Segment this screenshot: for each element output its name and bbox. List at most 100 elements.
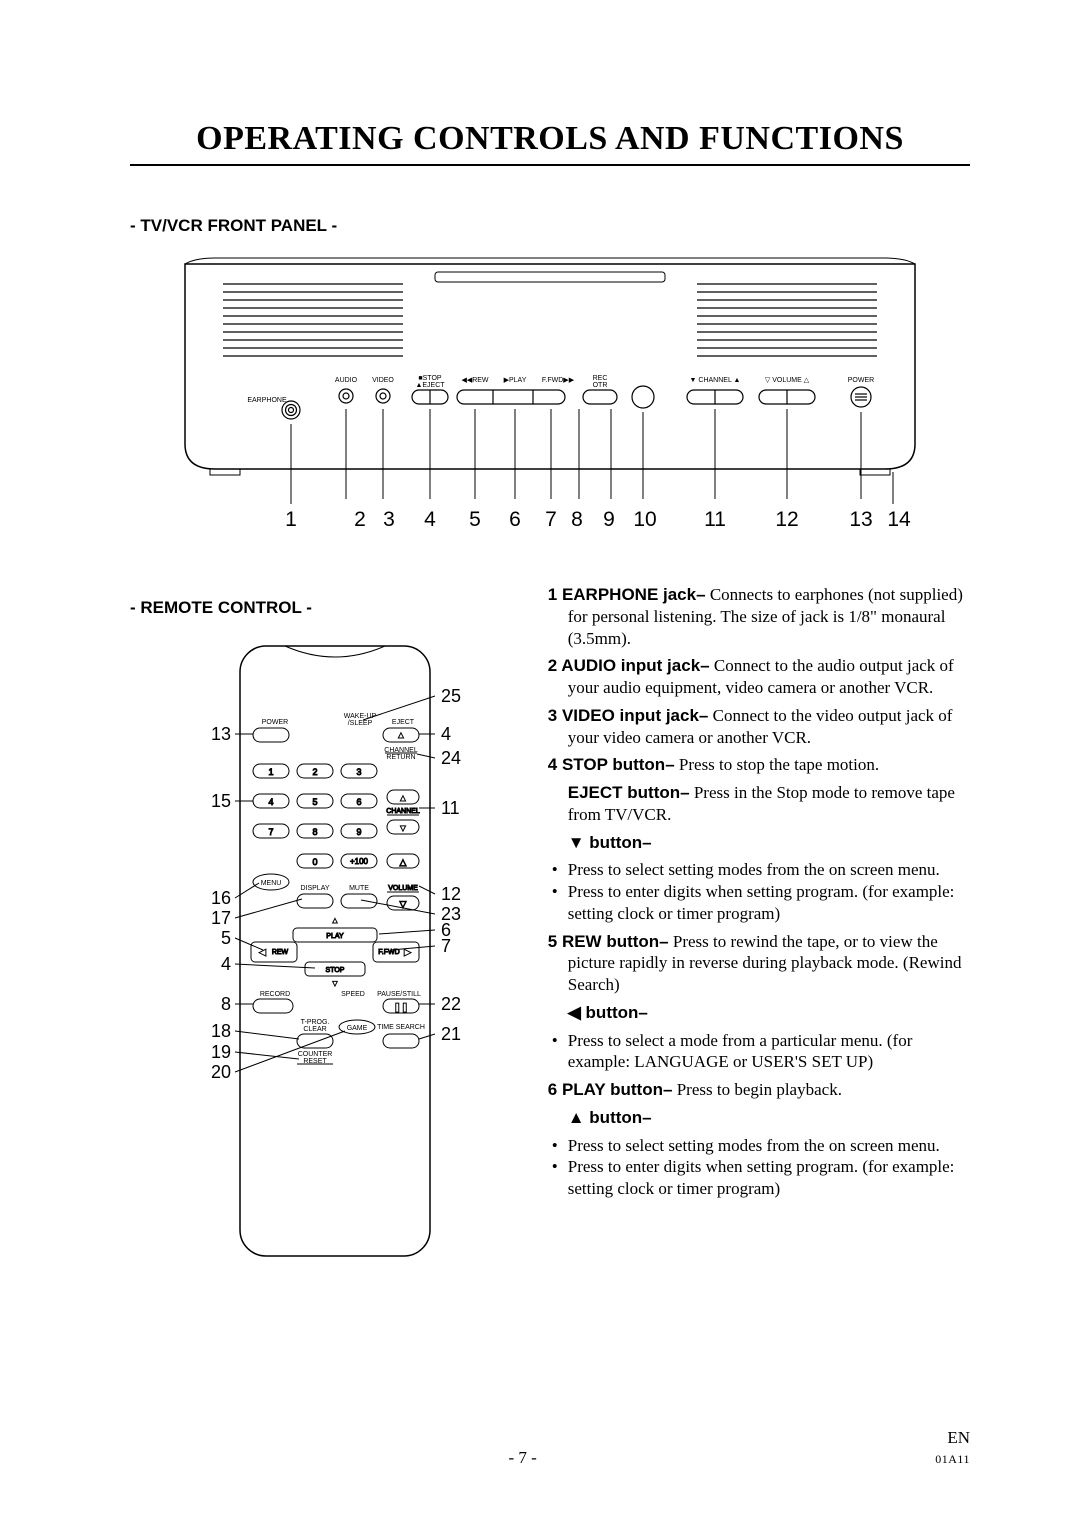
svg-text:3: 3 [383,508,395,531]
svg-text:MUTE: MUTE [349,885,369,892]
svg-text:6: 6 [356,797,361,807]
speaker-right-icon [697,284,877,356]
svg-text:8: 8 [221,994,231,1014]
svg-text:▼: ▼ [331,979,339,988]
svg-text:▼ CHANNEL ▲: ▼ CHANNEL ▲ [690,377,741,384]
title-rule [130,164,970,166]
svg-text:AUDIO: AUDIO [335,377,358,384]
svg-text:DISPLAY: DISPLAY [300,885,329,892]
description-item: 5 REW button– Press to rewind the tape, … [548,931,970,996]
svg-text:4: 4 [424,508,436,531]
svg-text:▶PLAY: ▶PLAY [504,377,527,384]
description-item: ◀ button– [548,1002,970,1024]
front-panel-numbers: 1 2 3 4 5 6 7 8 9 10 11 12 13 14 [285,508,911,531]
svg-text:11: 11 [441,798,460,818]
svg-text:11: 11 [704,508,726,531]
svg-text:19: 19 [211,1042,231,1062]
svg-text:1: 1 [285,508,297,531]
svg-text:8: 8 [312,827,317,837]
svg-text:8: 8 [571,508,583,531]
speaker-left-icon [223,284,403,356]
page-title: OPERATING CONTROLS AND FUNCTIONS [130,120,970,158]
svg-text:POWER: POWER [848,377,874,384]
svg-text:21: 21 [441,1024,461,1044]
svg-text:13: 13 [849,508,872,531]
svg-text:EJECT: EJECT [392,719,415,726]
bullet-item: Press to select setting modes from the o… [548,1135,970,1157]
svg-text:18: 18 [211,1021,231,1041]
svg-text:9: 9 [603,508,615,531]
svg-text:REW: REW [272,949,289,956]
svg-text:12: 12 [775,508,798,531]
svg-text:REC: REC [593,375,608,382]
svg-text:7: 7 [441,936,451,956]
footer-lang: EN [947,1428,970,1447]
svg-text:TIME SEARCH: TIME SEARCH [377,1024,425,1031]
svg-text:GAME: GAME [347,1025,368,1032]
description-item: 3 VIDEO input jack– Connect to the video… [548,705,970,749]
svg-text:▲: ▲ [398,793,407,803]
front-panel-diagram: EARPHONE AUDIO VIDEO ■STOP▲EJECT ◀◀REW ▶… [130,254,970,574]
svg-text:9: 9 [356,827,361,837]
description-item: 1 EARPHONE jack– Connects to earphones (… [548,584,970,649]
remote-diagram: POWER WAKE-UP/SLEEP EJECT ▲ CHANNELRETUR… [130,636,520,1266]
svg-text:14: 14 [887,508,911,531]
svg-text:0: 0 [312,857,317,867]
svg-text:VIDEO: VIDEO [372,377,394,384]
remote-heading: - REMOTE CONTROL - [130,598,520,618]
page-footer: - 7 - EN 01A11 [0,1428,1080,1468]
svg-text:5: 5 [221,928,231,948]
svg-text:5: 5 [469,508,481,531]
svg-text:PAUSE/STILL: PAUSE/STILL [377,991,421,998]
svg-text:10: 10 [633,508,656,531]
front-panel-heading: - TV/VCR FRONT PANEL - [130,216,970,236]
svg-text:△: △ [399,857,406,867]
svg-text:▲: ▲ [396,730,405,740]
description-item: ▼ button– [548,832,970,854]
svg-text:◀◀REW: ◀◀REW [461,377,488,384]
bullet-item: Press to enter digits when setting progr… [548,881,970,925]
svg-text:WAKE-UP: WAKE-UP [344,713,377,720]
svg-text:T-PROG.: T-PROG. [300,1019,329,1026]
svg-text:16: 16 [211,888,231,908]
svg-text:+100: +100 [350,857,369,866]
svg-text:CLEAR: CLEAR [303,1026,326,1033]
svg-text:F.FWD▶▶: F.FWD▶▶ [542,377,575,384]
svg-text:24: 24 [441,748,461,768]
svg-text:22: 22 [441,994,461,1014]
svg-text:OTR: OTR [593,382,608,389]
svg-text:❚❚: ❚❚ [393,1002,408,1013]
description-item: ▲ button– [548,1107,970,1129]
description-item: 4 STOP button– Press to stop the tape mo… [548,754,970,776]
description-item: EJECT button– Press in the Stop mode to … [548,782,970,826]
svg-text:PLAY: PLAY [326,933,344,940]
svg-text:▲: ▲ [331,916,339,925]
svg-text:RECORD: RECORD [260,991,290,998]
svg-text:2: 2 [312,767,317,777]
svg-text:EARPHONE: EARPHONE [247,397,287,404]
svg-text:SPEED: SPEED [341,991,365,998]
svg-text:RETURN: RETURN [386,754,415,761]
svg-text:25: 25 [441,686,461,706]
svg-text:5: 5 [312,797,317,807]
svg-text:■STOP: ■STOP [418,375,441,382]
svg-text:CHANNEL: CHANNEL [386,808,420,815]
footer-code: 01A11 [935,1452,970,1466]
svg-text:1: 1 [268,767,273,777]
svg-text:7: 7 [268,827,273,837]
svg-text:4: 4 [268,797,273,807]
svg-text:▽ VOLUME △: ▽ VOLUME △ [765,377,810,384]
svg-text:15: 15 [211,791,231,811]
bullet-item: Press to select setting modes from the o… [548,859,970,881]
svg-text:13: 13 [211,724,231,744]
description-item: 2 AUDIO input jack– Connect to the audio… [548,655,970,699]
svg-text:STOP: STOP [325,967,344,974]
description-item: 6 PLAY button– Press to begin playback. [548,1079,970,1101]
svg-text:20: 20 [211,1062,231,1082]
descriptions: 1 EARPHONE jack– Connects to earphones (… [548,584,970,1266]
svg-text:12: 12 [441,884,461,904]
svg-text:VOLUME: VOLUME [388,885,418,892]
svg-text:4: 4 [221,954,231,974]
svg-text:▼: ▼ [398,823,407,833]
svg-text:/SLEEP: /SLEEP [348,720,373,727]
